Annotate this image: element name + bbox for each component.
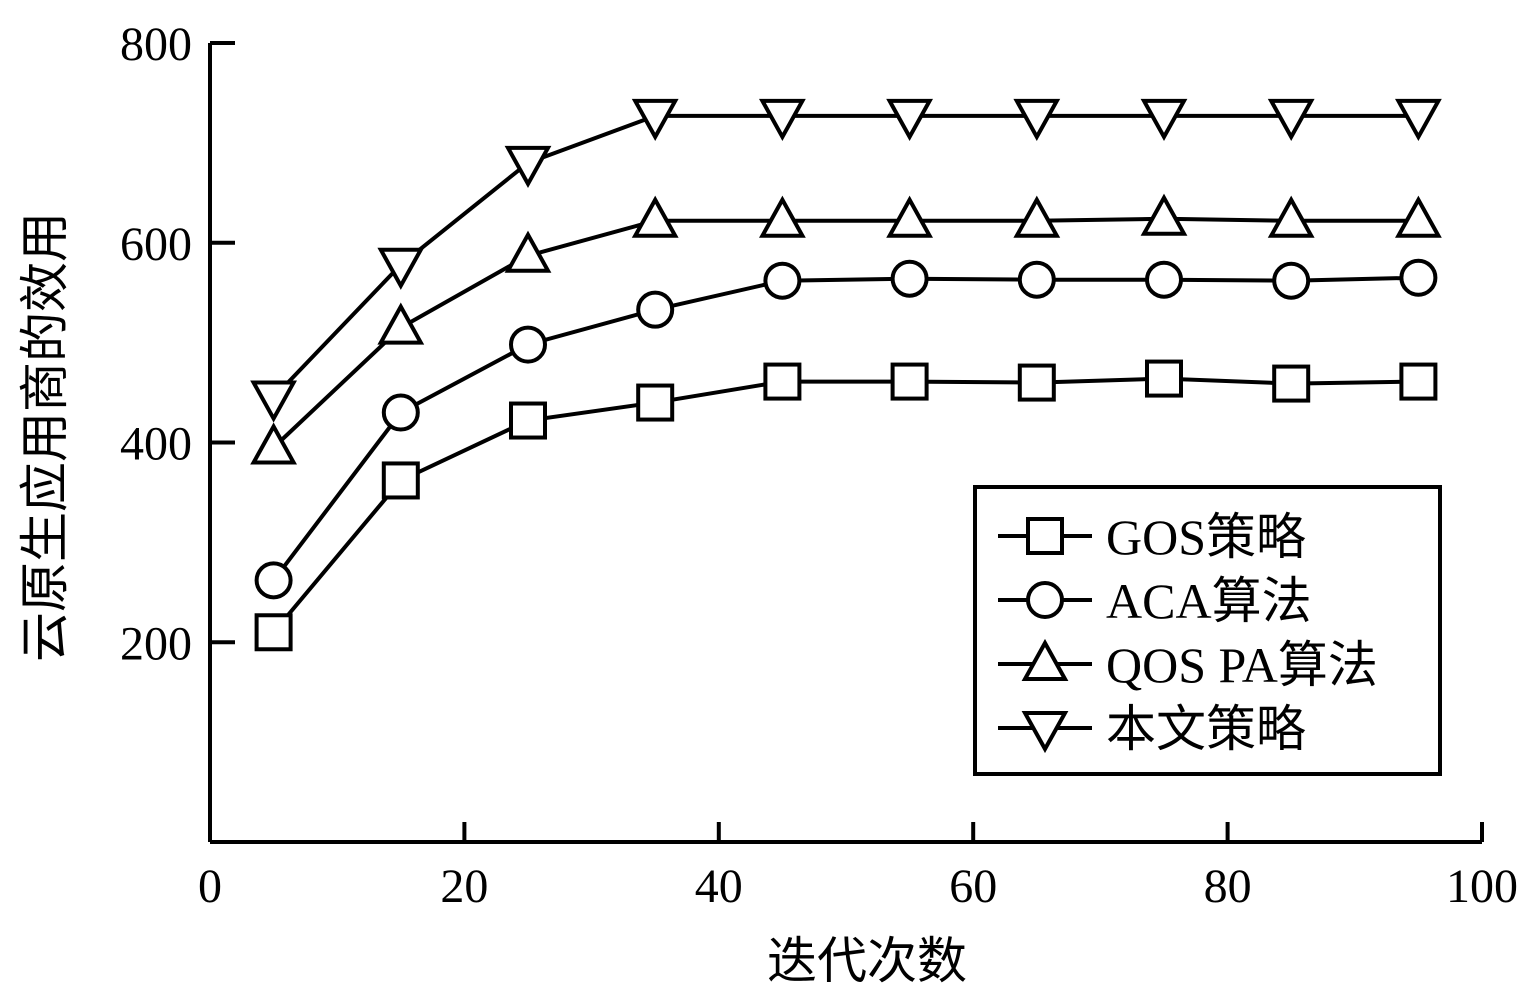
data-point [886,195,933,238]
data-point [1017,363,1056,402]
series-line [272,113,1419,399]
data-point [1267,195,1315,238]
series-3 [250,193,1442,465]
data-point [890,259,929,298]
data-point [1399,258,1438,297]
data-point [504,230,552,273]
data-point [1140,193,1188,236]
data-point [1395,195,1442,238]
data-point [254,613,293,652]
data-point [509,401,547,440]
data-point [1272,261,1311,300]
series-line [272,376,1419,634]
series-4 [250,98,1442,423]
series-line [272,275,1419,582]
data-point [504,145,552,188]
data-point [1013,98,1061,142]
data-point [1395,98,1442,142]
data-point [1272,364,1311,403]
y-tick-label: 400 [120,418,192,471]
data-point [1013,195,1061,238]
data-point [1145,359,1183,398]
series-1 [254,359,1438,652]
x-tick-label: 80 [1204,860,1252,913]
x-tick-label: 60 [949,860,997,913]
axes: 0 20 40 60 80 100 200 400 600 800 [120,18,1518,913]
y-tick-label: 800 [120,18,192,71]
data-point [381,461,420,500]
data-point [636,383,675,422]
data-point [890,362,929,401]
legend-marker [1021,711,1069,754]
series-2 [254,258,1438,600]
y-tick-label: 200 [120,617,192,670]
data-point [763,362,802,401]
data-point [631,98,679,142]
data-point [509,325,547,364]
data-point [381,393,420,432]
legend-label: ACA算法 [1106,573,1312,629]
data-point [1267,98,1315,142]
data-point [886,98,933,142]
data-point [250,422,297,465]
legend-label: QOS PA算法 [1106,637,1378,693]
data-point [254,561,293,600]
data-point [631,195,679,238]
legend-marker [1021,638,1069,681]
data-point [1017,260,1056,299]
data-point [377,247,425,290]
data-point [1399,362,1438,401]
data-point [1140,98,1188,142]
data-point [250,380,297,423]
series-layer [250,98,1442,652]
data-point [759,195,806,238]
x-axis-label: 迭代次数 [767,933,967,989]
x-tick-label: 100 [1446,860,1518,913]
y-axis-label: 云原生应用商的效用 [17,212,73,662]
legend-marker [1026,581,1064,619]
y-tick-label: 600 [120,218,192,271]
data-point [763,261,802,300]
x-tick-label: 20 [440,860,488,913]
x-tick-label: 0 [198,860,222,913]
legend-label: 本文策略 [1106,701,1306,757]
data-point [1145,260,1183,299]
data-point [759,98,806,142]
series-line [272,216,1419,449]
data-point [377,302,425,345]
x-tick-label: 40 [695,860,743,913]
legend-marker [1026,517,1064,555]
legend-label: GOS策略 [1106,509,1306,565]
data-point [636,290,675,329]
